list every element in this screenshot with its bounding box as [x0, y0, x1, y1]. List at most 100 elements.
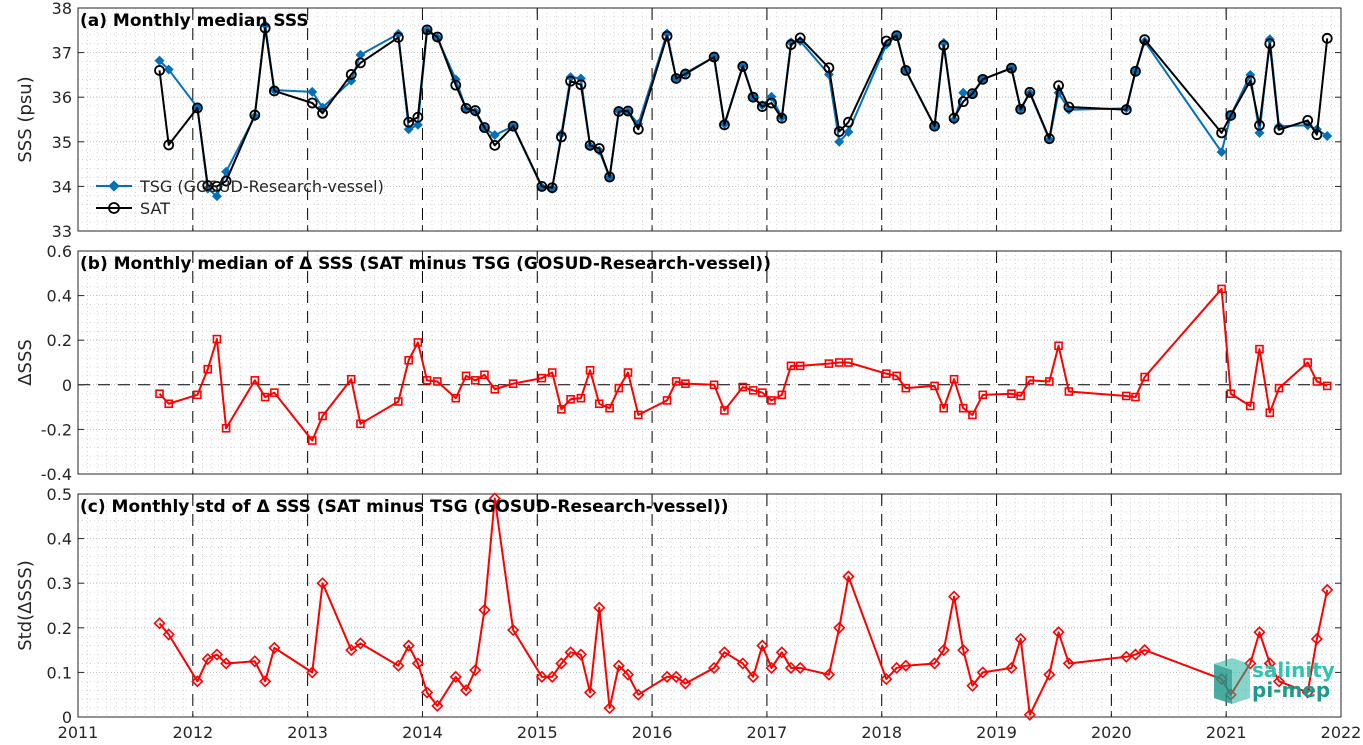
data-point [594, 399, 604, 409]
data-point [1131, 392, 1140, 402]
data-point [164, 399, 174, 409]
data-point [1045, 377, 1054, 386]
data-point [191, 675, 204, 688]
y-axis-label: SSS (psu) [15, 76, 36, 162]
data-point [412, 111, 424, 123]
data-point [1310, 632, 1323, 646]
plot-area [78, 251, 1341, 474]
data-point [833, 621, 846, 634]
series-line [158, 27, 1329, 189]
data-point [536, 180, 548, 192]
data-point [794, 32, 806, 44]
data-point [957, 96, 969, 108]
series-1-0 [155, 284, 1332, 445]
data-point [1138, 644, 1151, 657]
data-point [748, 386, 758, 395]
y-tick-label: 0 [62, 376, 72, 395]
axes-box [77, 250, 1342, 475]
data-point [576, 393, 586, 403]
data-point [719, 119, 730, 131]
x-tick-label: 2013 [287, 723, 328, 742]
data-point [1052, 626, 1065, 639]
data-point [584, 139, 596, 151]
data-point [1139, 34, 1151, 46]
panel-title: (b) Monthly median of Δ SSS (SAT minus T… [80, 254, 771, 274]
data-point [623, 368, 633, 377]
data-point [507, 623, 520, 637]
minor-grid [78, 494, 1341, 717]
panel-c-std-delta-sss: 0 0.1 0.2 0.3 0.4 0.5 2011 2012 2013 2014 2015 2016… [15, 485, 1361, 742]
y-tick-label: 0.1 [47, 663, 72, 682]
data-point [765, 661, 778, 675]
data-point [968, 410, 977, 420]
x-tick-label: 2016 [632, 723, 673, 742]
data-point [402, 639, 415, 652]
data-point [508, 379, 518, 388]
data-point [737, 61, 749, 72]
data-point [775, 646, 788, 659]
data-point [201, 652, 214, 666]
data-point [900, 65, 912, 76]
data-point [614, 383, 624, 393]
data-point [547, 368, 557, 377]
data-point [203, 364, 213, 374]
data-point [632, 123, 644, 135]
data-point [433, 377, 442, 386]
data-point [1015, 103, 1027, 115]
x-tick-label: 2011 [58, 723, 99, 742]
data-point [575, 79, 587, 91]
data-point [411, 657, 424, 670]
data-point [220, 175, 232, 187]
data-point [785, 39, 797, 50]
data-point [681, 379, 690, 388]
axes-box [77, 7, 1342, 232]
data-point [220, 657, 233, 670]
legend-label-tsg: TSG (GOSUD-Research-vessel) [139, 177, 384, 196]
data-point [403, 116, 415, 128]
data-point [880, 35, 892, 47]
ticks: -0.4 -0.2 0 0.2 0.4 0.6 [41, 242, 1342, 484]
data-point [834, 136, 845, 147]
data-point [833, 126, 845, 137]
data-point [354, 637, 367, 650]
data-point [1264, 38, 1276, 50]
data-point [585, 366, 595, 375]
data-point [605, 403, 614, 413]
data-point [1321, 32, 1333, 44]
data-point [834, 358, 844, 367]
data-point [1007, 389, 1016, 399]
y-tick-label: 0.6 [47, 242, 72, 261]
data-point [824, 359, 834, 368]
data-point [153, 617, 166, 630]
x-tick-label: 2021 [1206, 723, 1247, 742]
data-point [891, 30, 903, 42]
data-point [670, 670, 683, 683]
data-point [747, 91, 759, 103]
data-point [593, 601, 606, 614]
data-point [211, 191, 222, 202]
data-point [1253, 626, 1266, 639]
data-point [767, 396, 776, 405]
data-point [1024, 86, 1036, 98]
data-point [1129, 648, 1142, 661]
data-point [555, 131, 567, 143]
data-point [1245, 401, 1255, 411]
y-axis-label: Std(ΔSSS) [15, 560, 36, 651]
data-point [1272, 675, 1286, 688]
data-point [978, 390, 988, 400]
data-point [355, 57, 366, 69]
data-point [1265, 408, 1275, 417]
data-point [939, 403, 949, 413]
ticks: 33 34 35 36 37 38 [52, 0, 1342, 241]
data-point [306, 666, 319, 679]
data-point [937, 644, 950, 657]
data-point [1321, 583, 1334, 596]
data-point [345, 644, 358, 657]
data-point [661, 30, 673, 42]
data-point [948, 112, 960, 124]
data-point [1120, 104, 1132, 116]
data-point [574, 648, 587, 661]
data-point [1217, 284, 1226, 294]
data-point [1255, 344, 1264, 354]
data-point [478, 603, 491, 617]
